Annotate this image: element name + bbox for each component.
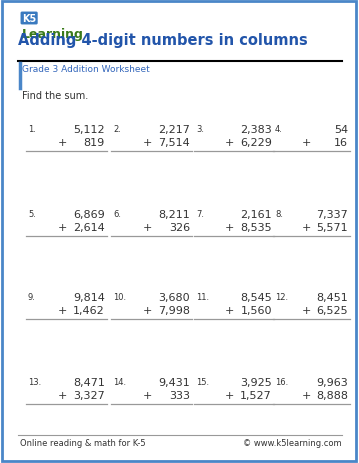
Text: 7,998: 7,998 bbox=[158, 305, 190, 315]
Text: 2,217: 2,217 bbox=[158, 125, 190, 135]
Text: 13.: 13. bbox=[28, 377, 41, 386]
Text: 5,112: 5,112 bbox=[73, 125, 105, 135]
Text: 3,327: 3,327 bbox=[73, 390, 105, 400]
Text: 10.: 10. bbox=[113, 292, 126, 301]
Text: 1.: 1. bbox=[28, 125, 36, 134]
Text: Grade 3 Addition Worksheet: Grade 3 Addition Worksheet bbox=[22, 65, 150, 74]
Text: +: + bbox=[143, 305, 152, 315]
Text: 8,535: 8,535 bbox=[241, 223, 272, 232]
Text: 8,888: 8,888 bbox=[316, 390, 348, 400]
Text: 8.: 8. bbox=[275, 210, 283, 219]
Text: 7,514: 7,514 bbox=[158, 138, 190, 148]
Text: 6,525: 6,525 bbox=[316, 305, 348, 315]
Text: 2,614: 2,614 bbox=[73, 223, 105, 232]
Text: +: + bbox=[58, 390, 67, 400]
Text: 8,451: 8,451 bbox=[316, 292, 348, 302]
Text: 333: 333 bbox=[169, 390, 190, 400]
Text: +: + bbox=[302, 138, 311, 148]
Text: 819: 819 bbox=[84, 138, 105, 148]
Text: 5,571: 5,571 bbox=[316, 223, 348, 232]
Text: 16.: 16. bbox=[275, 377, 288, 386]
Text: 6.: 6. bbox=[113, 210, 121, 219]
Text: 3,925: 3,925 bbox=[240, 377, 272, 387]
Text: +: + bbox=[302, 390, 311, 400]
Text: 7,337: 7,337 bbox=[316, 210, 348, 219]
Text: 9,814: 9,814 bbox=[73, 292, 105, 302]
Text: +: + bbox=[225, 305, 234, 315]
Text: 326: 326 bbox=[169, 223, 190, 232]
Text: 16: 16 bbox=[334, 138, 348, 148]
Text: K5: K5 bbox=[22, 14, 36, 24]
Text: 8,545: 8,545 bbox=[240, 292, 272, 302]
Text: 2,383: 2,383 bbox=[240, 125, 272, 135]
Text: 54: 54 bbox=[334, 125, 348, 135]
Text: 8,471: 8,471 bbox=[73, 377, 105, 387]
Text: 5.: 5. bbox=[28, 210, 36, 219]
Text: +: + bbox=[302, 305, 311, 315]
Text: +: + bbox=[143, 138, 152, 148]
Text: Adding 4-digit numbers in columns: Adding 4-digit numbers in columns bbox=[18, 33, 308, 48]
Text: Learning: Learning bbox=[22, 28, 84, 41]
Text: +: + bbox=[58, 138, 67, 148]
Text: 7.: 7. bbox=[196, 210, 204, 219]
Text: 9,963: 9,963 bbox=[316, 377, 348, 387]
Text: 15.: 15. bbox=[196, 377, 209, 386]
Text: Find the sum.: Find the sum. bbox=[22, 91, 88, 101]
Text: +: + bbox=[225, 223, 234, 232]
Text: 6,229: 6,229 bbox=[240, 138, 272, 148]
Text: 12.: 12. bbox=[275, 292, 288, 301]
Text: +: + bbox=[225, 138, 234, 148]
Text: +: + bbox=[143, 223, 152, 232]
Text: 6,869: 6,869 bbox=[73, 210, 105, 219]
Text: 1,560: 1,560 bbox=[241, 305, 272, 315]
Text: © www.k5learning.com: © www.k5learning.com bbox=[243, 438, 342, 447]
Text: +: + bbox=[302, 223, 311, 232]
Text: 9.: 9. bbox=[28, 292, 36, 301]
Text: +: + bbox=[58, 223, 67, 232]
Text: +: + bbox=[225, 390, 234, 400]
Text: +: + bbox=[58, 305, 67, 315]
Text: 2,161: 2,161 bbox=[241, 210, 272, 219]
Text: 2.: 2. bbox=[113, 125, 121, 134]
Text: 11.: 11. bbox=[196, 292, 209, 301]
Text: +: + bbox=[143, 390, 152, 400]
Text: Online reading & math for K-5: Online reading & math for K-5 bbox=[20, 438, 146, 447]
Text: 14.: 14. bbox=[113, 377, 126, 386]
Text: 3.: 3. bbox=[196, 125, 204, 134]
Text: 4.: 4. bbox=[275, 125, 283, 134]
Text: 8,211: 8,211 bbox=[158, 210, 190, 219]
Text: 1,527: 1,527 bbox=[240, 390, 272, 400]
Text: 3,680: 3,680 bbox=[158, 292, 190, 302]
Text: 9,431: 9,431 bbox=[158, 377, 190, 387]
Text: 1,462: 1,462 bbox=[73, 305, 105, 315]
